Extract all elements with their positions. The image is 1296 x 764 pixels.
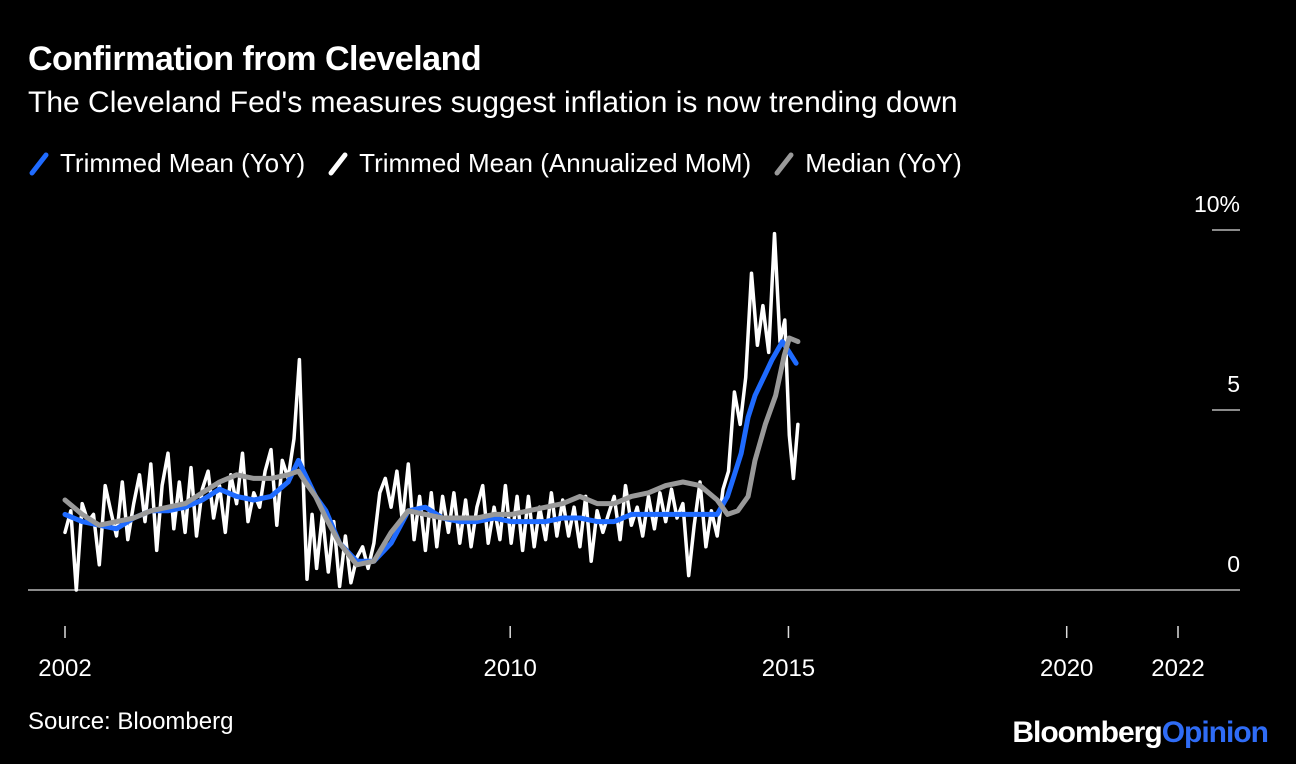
legend-item-trimmed-mean-mom: Trimmed Mean (Annualized MoM): [327, 148, 751, 179]
brand-part-1: Bloomberg: [1012, 716, 1162, 749]
series-line-median-yoy: [62, 335, 801, 568]
legend-swatch-white-icon: [328, 152, 348, 175]
y-axis: 0 5 10%: [28, 191, 1240, 591]
x-tick-label: 2022: [1151, 655, 1204, 682]
legend-label: Trimmed Mean (Annualized MoM): [359, 148, 752, 178]
y-tick-label: 0: [1227, 551, 1240, 577]
series-line-trimmed-mean-yoy: [62, 339, 799, 564]
chart-subtitle: The Cleveland Fed's measures suggest inf…: [28, 86, 958, 119]
legend-label: Median (YoY): [805, 148, 962, 178]
legend-item-median-yoy: Median (YoY): [773, 148, 962, 179]
bloomberg-opinion-logo: BloombergOpinion: [1012, 716, 1269, 750]
y-tick-label: 5: [1227, 371, 1240, 397]
chart-legend: Trimmed Mean (YoY) Trimmed Mean (Annuali…: [28, 148, 984, 179]
legend-label: Trimmed Mean (YoY): [60, 148, 306, 178]
brand-part-2: Opinion: [1161, 716, 1269, 749]
x-axis: 2002 2010 2015 2020 2022: [38, 626, 1205, 682]
series-line-trimmed-mean-mom: [63, 231, 800, 592]
x-tick-label: 2002: [38, 655, 91, 682]
legend-item-trimmed-mean-yoy: Trimmed Mean (YoY): [28, 148, 305, 179]
chart-title: Confirmation from Cleveland: [28, 40, 482, 78]
series-layer: [62, 231, 801, 592]
legend-swatch-blue-icon: [29, 152, 49, 175]
y-tick-label: 10%: [1194, 191, 1240, 217]
source-note: Source: Bloomberg: [28, 708, 234, 735]
x-tick-label: 2020: [1040, 655, 1093, 682]
x-tick-label: 2010: [484, 655, 537, 682]
x-tick-label: 2015: [762, 655, 815, 682]
legend-swatch-gray-icon: [774, 152, 794, 175]
